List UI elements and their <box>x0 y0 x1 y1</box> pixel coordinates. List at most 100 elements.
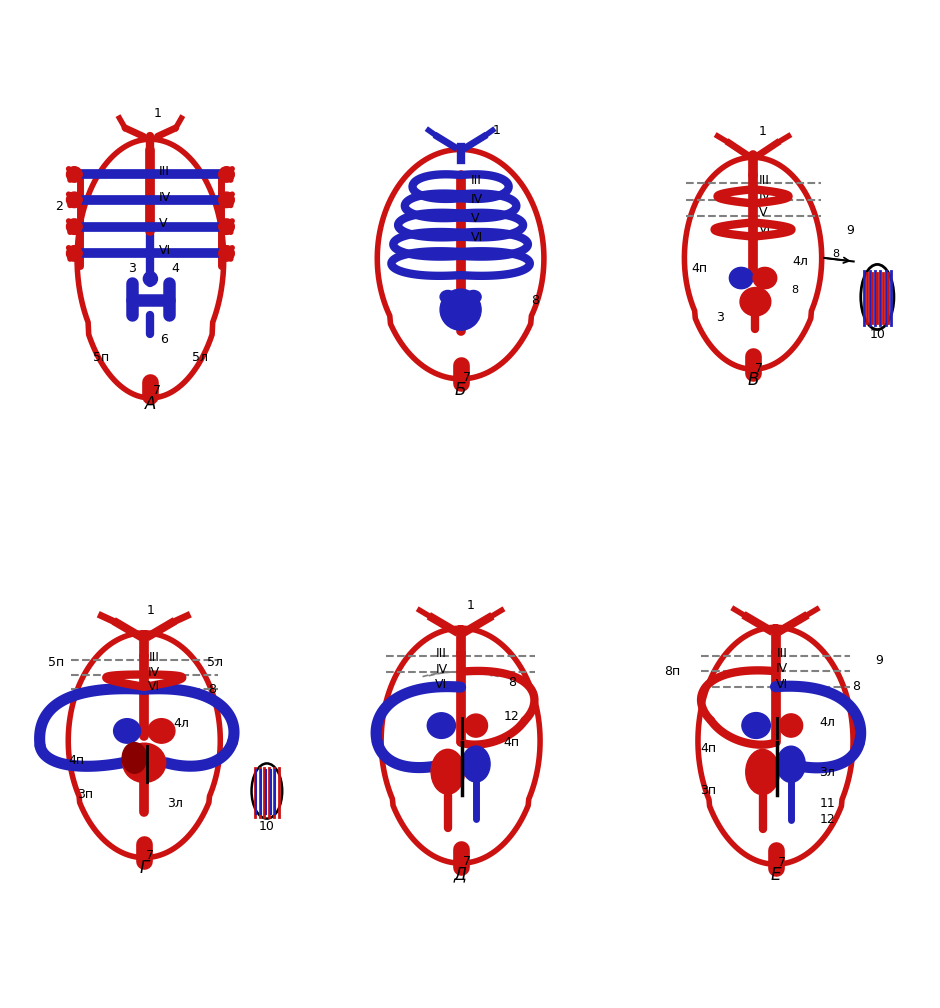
Text: III: III <box>471 173 481 186</box>
Polygon shape <box>684 157 822 369</box>
Circle shape <box>143 272 158 286</box>
Ellipse shape <box>148 719 175 743</box>
Text: 7: 7 <box>153 384 162 397</box>
Text: 4п: 4п <box>69 754 85 767</box>
Ellipse shape <box>114 719 141 743</box>
Circle shape <box>219 246 234 261</box>
Text: III: III <box>159 165 170 178</box>
Ellipse shape <box>122 743 147 773</box>
Circle shape <box>219 193 234 208</box>
Text: 3л: 3л <box>820 765 835 778</box>
Text: VI: VI <box>435 678 447 691</box>
Text: В: В <box>747 371 759 389</box>
Polygon shape <box>377 149 544 379</box>
Text: III: III <box>776 646 788 659</box>
Ellipse shape <box>776 746 806 782</box>
Ellipse shape <box>428 713 456 739</box>
Text: 10: 10 <box>258 821 274 833</box>
Text: 7: 7 <box>778 856 786 869</box>
Text: IV: IV <box>776 662 788 675</box>
Text: 3п: 3п <box>700 783 716 796</box>
Ellipse shape <box>745 749 779 794</box>
Text: 3: 3 <box>128 262 136 275</box>
Text: 4л: 4л <box>820 717 835 730</box>
Ellipse shape <box>252 763 282 818</box>
Ellipse shape <box>465 290 481 303</box>
Ellipse shape <box>440 290 456 303</box>
Text: V: V <box>159 218 167 230</box>
Text: 5л: 5л <box>208 656 224 668</box>
Ellipse shape <box>753 267 776 288</box>
Circle shape <box>219 166 234 182</box>
Text: 3: 3 <box>716 310 724 324</box>
Circle shape <box>67 246 82 261</box>
Text: 8: 8 <box>531 294 539 307</box>
Text: 8: 8 <box>832 249 839 259</box>
Text: IV: IV <box>159 191 171 204</box>
Circle shape <box>440 289 481 331</box>
Text: VI: VI <box>159 244 171 257</box>
Text: 7: 7 <box>147 850 154 863</box>
Text: V: V <box>471 212 479 225</box>
Ellipse shape <box>462 746 490 782</box>
Ellipse shape <box>729 267 753 288</box>
Text: 5п: 5п <box>93 351 109 364</box>
Text: 12: 12 <box>820 813 835 827</box>
Text: 4л: 4л <box>792 255 808 268</box>
Text: 9: 9 <box>846 224 854 237</box>
Text: 8: 8 <box>852 680 860 694</box>
Text: 1: 1 <box>147 604 154 617</box>
Text: 3л: 3л <box>167 796 183 809</box>
Text: Б: Б <box>455 381 466 399</box>
Text: 6: 6 <box>161 333 168 346</box>
Text: III: III <box>149 651 160 664</box>
Text: Г: Г <box>140 859 149 877</box>
Text: 5п: 5п <box>48 656 64 668</box>
Text: Д: Д <box>454 865 467 883</box>
Text: 4: 4 <box>172 262 180 275</box>
Text: VI: VI <box>776 677 788 690</box>
Text: Е: Е <box>770 867 781 884</box>
Ellipse shape <box>742 713 770 739</box>
Text: 7: 7 <box>463 855 471 868</box>
Circle shape <box>219 219 234 235</box>
Ellipse shape <box>861 264 894 330</box>
Text: А: А <box>145 395 156 413</box>
Text: VI: VI <box>148 680 160 694</box>
Text: 1: 1 <box>493 124 500 137</box>
Ellipse shape <box>464 714 488 737</box>
Polygon shape <box>698 627 853 864</box>
Text: 7: 7 <box>755 362 763 375</box>
Text: 8п: 8п <box>664 664 681 677</box>
Text: VI: VI <box>759 223 771 236</box>
Text: III: III <box>436 647 446 660</box>
Text: 4п: 4п <box>504 736 520 749</box>
Ellipse shape <box>740 287 771 316</box>
Circle shape <box>67 219 82 235</box>
Text: 1: 1 <box>759 125 766 138</box>
Text: 12: 12 <box>504 710 520 723</box>
Text: 7: 7 <box>463 371 471 384</box>
Text: 4п: 4п <box>700 742 716 755</box>
Text: III: III <box>759 174 770 187</box>
Text: 3п: 3п <box>77 788 93 801</box>
Text: 8: 8 <box>508 675 516 688</box>
Text: 4л: 4л <box>173 717 189 730</box>
Text: IV: IV <box>435 662 447 675</box>
Ellipse shape <box>431 749 464 794</box>
Circle shape <box>67 193 82 208</box>
Text: 9: 9 <box>875 654 883 667</box>
Text: 1: 1 <box>467 599 475 612</box>
Text: 8: 8 <box>208 682 215 696</box>
Polygon shape <box>69 633 220 858</box>
Ellipse shape <box>779 714 803 737</box>
Text: VI: VI <box>471 232 483 244</box>
Text: IV: IV <box>471 193 483 206</box>
Text: 5л: 5л <box>192 351 208 364</box>
Text: IV: IV <box>148 665 160 678</box>
Text: 11: 11 <box>820 796 835 809</box>
Text: 2: 2 <box>55 201 63 214</box>
Polygon shape <box>77 139 224 398</box>
Text: 10: 10 <box>870 329 885 342</box>
Polygon shape <box>381 628 540 863</box>
